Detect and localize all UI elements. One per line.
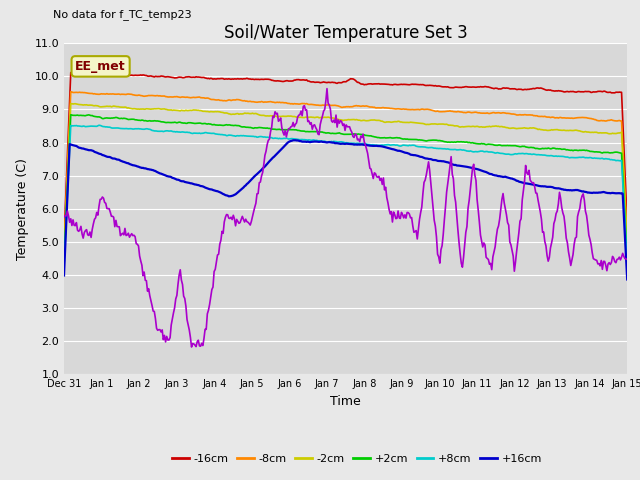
Y-axis label: Temperature (C): Temperature (C) — [16, 158, 29, 260]
Legend: +64cm: +64cm — [130, 476, 200, 480]
X-axis label: Time: Time — [330, 395, 361, 408]
Text: EE_met: EE_met — [76, 60, 126, 73]
Text: No data for f_TC_temp23: No data for f_TC_temp23 — [52, 9, 191, 20]
Title: Soil/Water Temperature Set 3: Soil/Water Temperature Set 3 — [224, 24, 467, 42]
